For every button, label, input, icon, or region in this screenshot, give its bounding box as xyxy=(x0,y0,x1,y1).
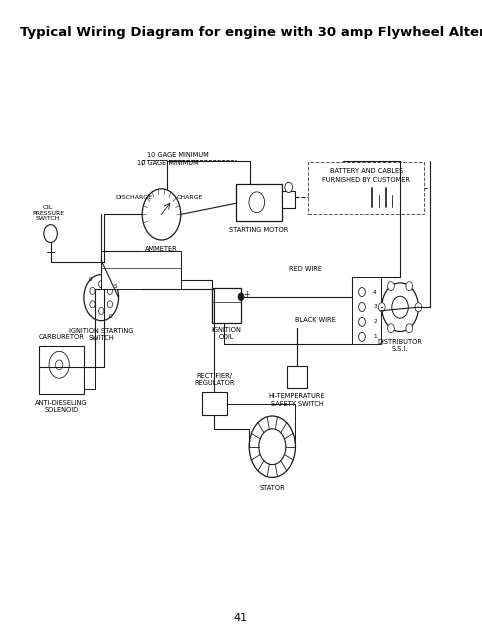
Text: ANTI-DIESELING
SOLENOID: ANTI-DIESELING SOLENOID xyxy=(35,400,88,413)
Bar xyxy=(352,277,381,344)
Circle shape xyxy=(388,324,394,333)
Circle shape xyxy=(90,301,95,308)
Circle shape xyxy=(378,303,385,312)
Text: BLACK WIRE: BLACK WIRE xyxy=(295,317,336,323)
Text: FURNISHED BY CUSTOMER: FURNISHED BY CUSTOMER xyxy=(322,177,410,183)
Text: 2: 2 xyxy=(373,319,377,324)
Text: 1: 1 xyxy=(373,334,377,339)
Text: STARTING MOTOR: STARTING MOTOR xyxy=(229,227,289,233)
Bar xyxy=(308,162,424,214)
Circle shape xyxy=(359,303,365,312)
Text: CHARGE: CHARGE xyxy=(176,195,202,200)
Circle shape xyxy=(99,281,104,288)
Circle shape xyxy=(406,282,413,291)
Bar xyxy=(287,366,307,388)
Bar xyxy=(84,367,95,388)
Text: AMMETER: AMMETER xyxy=(145,246,178,252)
Circle shape xyxy=(259,429,286,465)
Circle shape xyxy=(55,360,63,370)
Circle shape xyxy=(382,283,418,332)
Bar xyxy=(212,288,241,323)
Text: HI-TEMPERATURE
SAFETY SWITCH: HI-TEMPERATURE SAFETY SWITCH xyxy=(268,394,325,406)
Bar xyxy=(282,191,295,208)
Text: 10 GAGE MINIMUM: 10 GAGE MINIMUM xyxy=(147,152,208,158)
Circle shape xyxy=(285,182,293,193)
Text: STATOR: STATOR xyxy=(259,484,285,491)
Circle shape xyxy=(392,296,408,318)
Bar xyxy=(39,346,84,394)
Circle shape xyxy=(44,225,57,243)
Text: RED WIRE: RED WIRE xyxy=(289,266,321,272)
Circle shape xyxy=(249,192,265,212)
Text: 41: 41 xyxy=(234,612,248,623)
Circle shape xyxy=(142,189,181,240)
Text: S: S xyxy=(113,284,117,289)
Circle shape xyxy=(359,317,365,326)
Text: DISCHARGE: DISCHARGE xyxy=(115,195,152,200)
Text: BATTERY AND CABLES: BATTERY AND CABLES xyxy=(330,168,403,174)
Text: Typical Wiring Diagram for engine with 30 amp Flywheel Alternator: Typical Wiring Diagram for engine with 3… xyxy=(20,26,482,38)
Text: 10 GAGE MINIMUM: 10 GAGE MINIMUM xyxy=(137,160,199,166)
Circle shape xyxy=(249,416,295,477)
Circle shape xyxy=(90,287,95,294)
Circle shape xyxy=(99,307,104,314)
Text: DISTRIBUTOR
S.S.I.: DISTRIBUTOR S.S.I. xyxy=(377,339,423,352)
Bar xyxy=(202,392,227,415)
Circle shape xyxy=(238,293,244,301)
Circle shape xyxy=(107,301,113,308)
Circle shape xyxy=(49,351,69,378)
Circle shape xyxy=(359,332,365,341)
Text: IGNITION STARTING
SWITCH: IGNITION STARTING SWITCH xyxy=(69,328,134,341)
Text: 0: 0 xyxy=(89,276,93,282)
Circle shape xyxy=(359,287,365,296)
Text: C: C xyxy=(109,314,113,319)
Circle shape xyxy=(388,282,394,291)
Circle shape xyxy=(84,275,119,321)
Text: OIL
PRESSURE
SWITCH: OIL PRESSURE SWITCH xyxy=(32,205,64,221)
Text: IGNITION
COIL: IGNITION COIL xyxy=(212,327,241,340)
Circle shape xyxy=(107,287,113,294)
Bar xyxy=(101,251,181,289)
Text: 3: 3 xyxy=(373,305,377,310)
Circle shape xyxy=(415,303,422,312)
Text: +: + xyxy=(243,290,250,299)
Bar xyxy=(236,184,282,221)
Text: 4: 4 xyxy=(373,289,377,294)
Text: CARBURETOR: CARBURETOR xyxy=(39,334,84,340)
Circle shape xyxy=(406,324,413,333)
Text: RECTIFIER/
REGULATOR: RECTIFIER/ REGULATOR xyxy=(194,373,235,386)
